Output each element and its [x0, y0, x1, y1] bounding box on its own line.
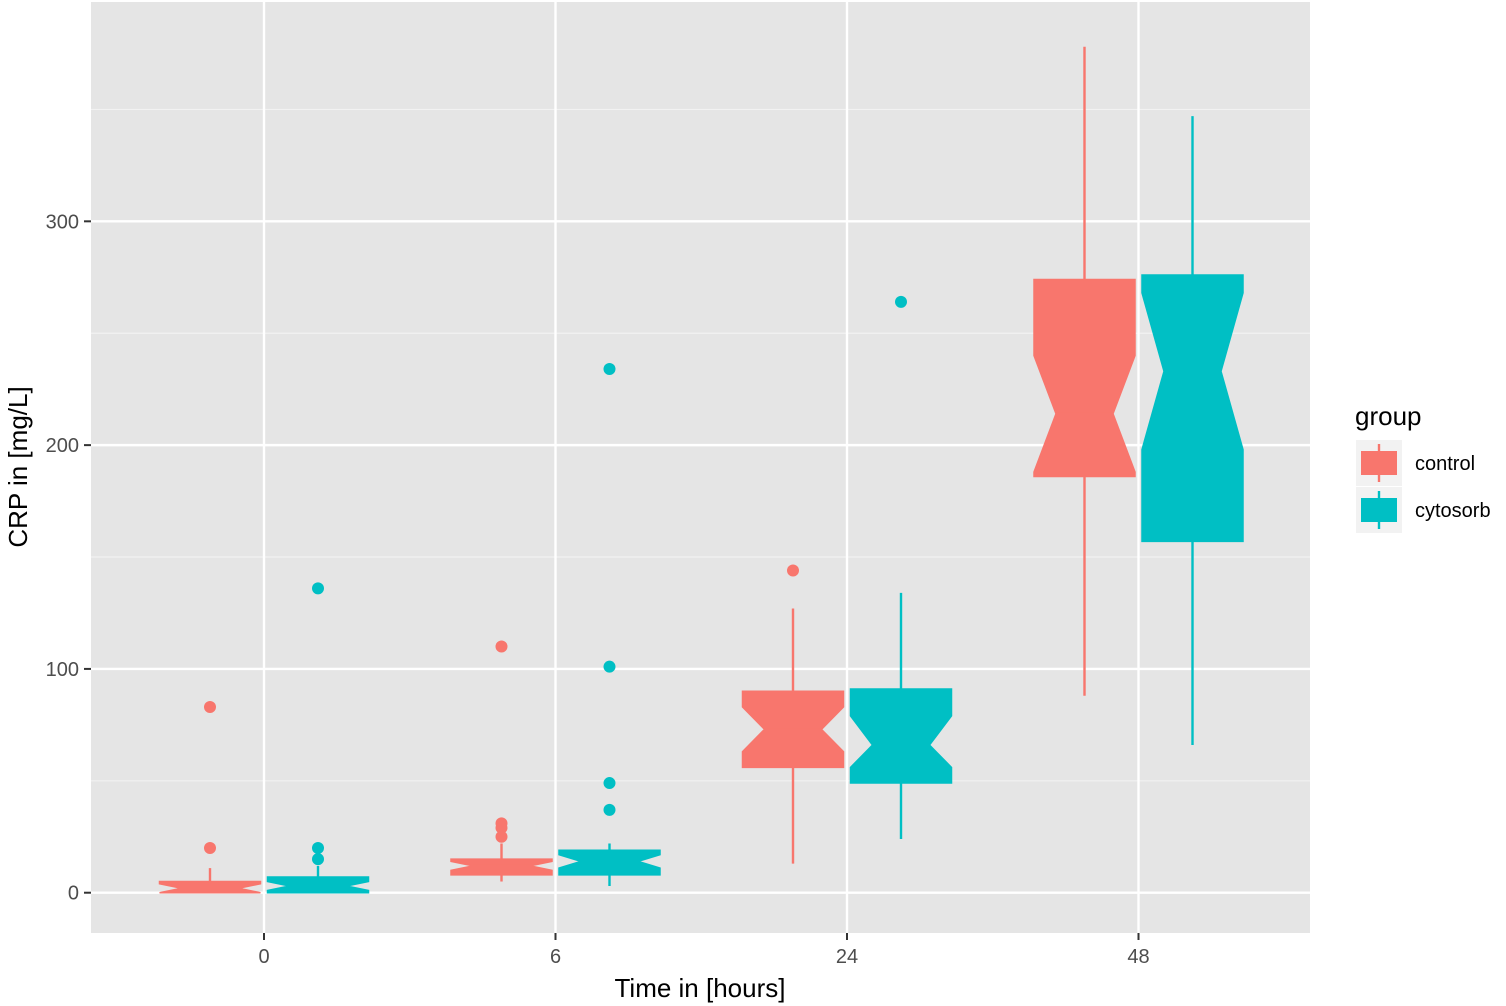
y-tick-label: 100: [46, 659, 79, 681]
box-cytosorb-0: [266, 582, 370, 894]
y-tick-label: 0: [68, 883, 79, 905]
outlier-point: [787, 564, 799, 577]
notched-box: [1141, 274, 1244, 543]
legend-key-cytosorb: [1356, 487, 1402, 533]
box-cytosorb-6: [558, 363, 661, 887]
outlier-point: [495, 821, 508, 834]
legend-label-cytosorb: cytosorb: [1415, 500, 1491, 522]
outlier-point: [603, 777, 616, 790]
outlier-point: [204, 700, 216, 713]
notched-box: [1033, 278, 1136, 478]
outlier-point: [312, 841, 324, 854]
y-axis-title: CRP in [mg/L]: [3, 386, 33, 547]
outlier-point: [603, 803, 616, 816]
legend-key-box: [1361, 498, 1397, 522]
box-control-48: [1033, 46, 1136, 696]
box-control-24: [741, 564, 845, 864]
legend: group control cytosorb: [1355, 401, 1491, 533]
notched-box: [849, 688, 953, 784]
y-axis-ticks: 0 100 200 300: [46, 211, 91, 905]
x-axis-ticks: 0 6 24 48: [258, 933, 1150, 968]
legend-label-control: control: [1415, 453, 1475, 475]
outlier-point: [603, 363, 616, 376]
box-cytosorb-48: [1141, 116, 1244, 746]
legend-title: group: [1355, 401, 1422, 431]
x-axis-title: Time in [hours]: [615, 973, 786, 1003]
x-tick-label: 48: [1127, 946, 1149, 968]
outlier-point: [312, 582, 324, 595]
outlier-point: [204, 841, 216, 854]
box-cytosorb-24: [849, 295, 953, 840]
outlier-point: [312, 853, 324, 866]
box-control-0: [158, 700, 262, 894]
outlier-point: [603, 660, 616, 673]
legend-key-control: [1356, 440, 1402, 486]
x-tick-label: 24: [836, 946, 858, 968]
legend-key-box: [1361, 451, 1397, 475]
outlier-point: [895, 295, 907, 308]
y-tick-label: 200: [46, 435, 79, 457]
outlier-point: [495, 830, 508, 843]
x-tick-label: 0: [258, 946, 269, 968]
box-control-6: [450, 640, 553, 882]
y-tick-label: 300: [46, 211, 79, 233]
box-layer: [158, 46, 1244, 894]
x-tick-label: 6: [550, 946, 561, 968]
outlier-point: [495, 640, 508, 653]
